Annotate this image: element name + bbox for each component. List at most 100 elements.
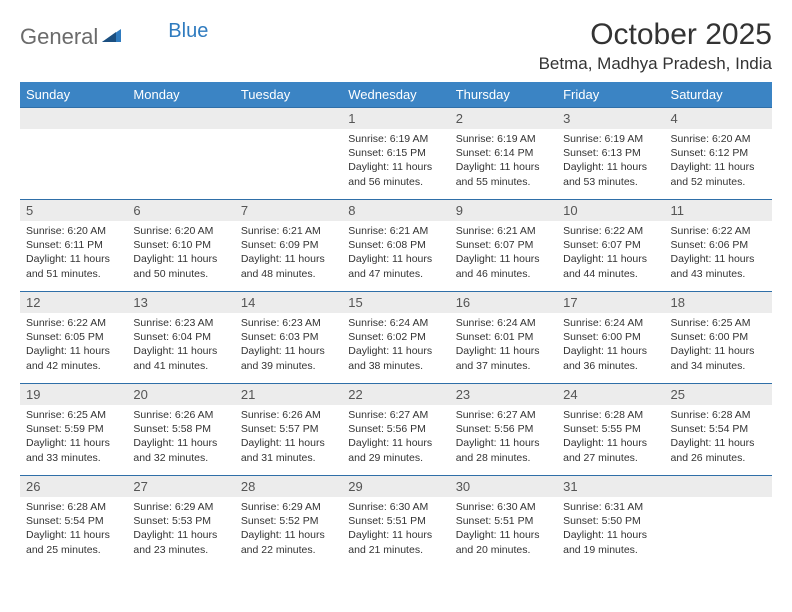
day-line-sr: Sunrise: 6:22 AM [26, 316, 121, 330]
day-line-d2: and 46 minutes. [456, 267, 551, 281]
day-line-sr: Sunrise: 6:27 AM [348, 408, 443, 422]
calendar-cell: 28Sunrise: 6:29 AMSunset: 5:52 PMDayligh… [235, 476, 342, 568]
day-line-sr: Sunrise: 6:24 AM [348, 316, 443, 330]
day-line-ss: Sunset: 6:07 PM [563, 238, 658, 252]
calendar-cell [20, 108, 127, 200]
day-content: Sunrise: 6:28 AMSunset: 5:55 PMDaylight:… [557, 405, 664, 469]
day-content: Sunrise: 6:22 AMSunset: 6:06 PMDaylight:… [665, 221, 772, 285]
day-number [665, 476, 772, 497]
calendar-week-row: 5Sunrise: 6:20 AMSunset: 6:11 PMDaylight… [20, 200, 772, 292]
day-header: Friday [557, 82, 664, 108]
calendar-cell: 30Sunrise: 6:30 AMSunset: 5:51 PMDayligh… [450, 476, 557, 568]
calendar-cell: 9Sunrise: 6:21 AMSunset: 6:07 PMDaylight… [450, 200, 557, 292]
day-content: Sunrise: 6:24 AMSunset: 6:00 PMDaylight:… [557, 313, 664, 377]
day-line-d1: Daylight: 11 hours [671, 252, 766, 266]
day-line-ss: Sunset: 6:14 PM [456, 146, 551, 160]
day-content: Sunrise: 6:24 AMSunset: 6:02 PMDaylight:… [342, 313, 449, 377]
day-header-row: Sunday Monday Tuesday Wednesday Thursday… [20, 82, 772, 108]
day-line-ss: Sunset: 6:09 PM [241, 238, 336, 252]
day-number: 18 [665, 292, 772, 313]
day-number: 7 [235, 200, 342, 221]
calendar-cell: 29Sunrise: 6:30 AMSunset: 5:51 PMDayligh… [342, 476, 449, 568]
day-content: Sunrise: 6:30 AMSunset: 5:51 PMDaylight:… [342, 497, 449, 561]
calendar-cell: 8Sunrise: 6:21 AMSunset: 6:08 PMDaylight… [342, 200, 449, 292]
day-content: Sunrise: 6:20 AMSunset: 6:11 PMDaylight:… [20, 221, 127, 285]
day-line-d1: Daylight: 11 hours [671, 160, 766, 174]
day-line-d1: Daylight: 11 hours [348, 160, 443, 174]
day-line-d2: and 51 minutes. [26, 267, 121, 281]
day-number: 21 [235, 384, 342, 405]
day-line-d1: Daylight: 11 hours [563, 528, 658, 542]
day-line-d1: Daylight: 11 hours [563, 160, 658, 174]
day-number: 4 [665, 108, 772, 129]
day-line-d1: Daylight: 11 hours [456, 528, 551, 542]
day-line-ss: Sunset: 5:55 PM [563, 422, 658, 436]
day-line-d1: Daylight: 11 hours [671, 344, 766, 358]
calendar-cell: 10Sunrise: 6:22 AMSunset: 6:07 PMDayligh… [557, 200, 664, 292]
day-number: 5 [20, 200, 127, 221]
day-line-d2: and 44 minutes. [563, 267, 658, 281]
day-line-d1: Daylight: 11 hours [133, 528, 228, 542]
day-line-d2: and 31 minutes. [241, 451, 336, 465]
day-line-sr: Sunrise: 6:26 AM [133, 408, 228, 422]
day-number: 24 [557, 384, 664, 405]
calendar-cell: 7Sunrise: 6:21 AMSunset: 6:09 PMDaylight… [235, 200, 342, 292]
day-line-d1: Daylight: 11 hours [456, 160, 551, 174]
day-content: Sunrise: 6:28 AMSunset: 5:54 PMDaylight:… [20, 497, 127, 561]
day-number [127, 108, 234, 129]
day-line-ss: Sunset: 6:13 PM [563, 146, 658, 160]
day-line-ss: Sunset: 6:03 PM [241, 330, 336, 344]
calendar-cell: 26Sunrise: 6:28 AMSunset: 5:54 PMDayligh… [20, 476, 127, 568]
day-number: 31 [557, 476, 664, 497]
calendar-week-row: 1Sunrise: 6:19 AMSunset: 6:15 PMDaylight… [20, 108, 772, 200]
day-line-d2: and 53 minutes. [563, 175, 658, 189]
day-number: 13 [127, 292, 234, 313]
calendar-week-row: 19Sunrise: 6:25 AMSunset: 5:59 PMDayligh… [20, 384, 772, 476]
day-line-sr: Sunrise: 6:27 AM [456, 408, 551, 422]
day-line-ss: Sunset: 6:08 PM [348, 238, 443, 252]
day-line-sr: Sunrise: 6:28 AM [563, 408, 658, 422]
day-line-d2: and 26 minutes. [671, 451, 766, 465]
month-title: October 2025 [539, 18, 772, 52]
calendar-cell: 19Sunrise: 6:25 AMSunset: 5:59 PMDayligh… [20, 384, 127, 476]
day-line-sr: Sunrise: 6:24 AM [563, 316, 658, 330]
day-line-d2: and 36 minutes. [563, 359, 658, 373]
day-line-sr: Sunrise: 6:26 AM [241, 408, 336, 422]
day-line-ss: Sunset: 6:06 PM [671, 238, 766, 252]
calendar-cell: 1Sunrise: 6:19 AMSunset: 6:15 PMDaylight… [342, 108, 449, 200]
day-line-ss: Sunset: 5:51 PM [348, 514, 443, 528]
calendar-cell: 3Sunrise: 6:19 AMSunset: 6:13 PMDaylight… [557, 108, 664, 200]
day-content: Sunrise: 6:19 AMSunset: 6:15 PMDaylight:… [342, 129, 449, 193]
day-content: Sunrise: 6:31 AMSunset: 5:50 PMDaylight:… [557, 497, 664, 561]
day-content: Sunrise: 6:20 AMSunset: 6:12 PMDaylight:… [665, 129, 772, 193]
day-line-sr: Sunrise: 6:20 AM [671, 132, 766, 146]
day-number: 12 [20, 292, 127, 313]
day-content [20, 129, 127, 179]
day-line-d2: and 21 minutes. [348, 543, 443, 557]
day-line-sr: Sunrise: 6:19 AM [348, 132, 443, 146]
day-line-d1: Daylight: 11 hours [26, 436, 121, 450]
day-number: 30 [450, 476, 557, 497]
day-number: 23 [450, 384, 557, 405]
day-content: Sunrise: 6:29 AMSunset: 5:53 PMDaylight:… [127, 497, 234, 561]
day-number: 14 [235, 292, 342, 313]
day-line-d1: Daylight: 11 hours [456, 344, 551, 358]
day-number: 8 [342, 200, 449, 221]
calendar-cell: 25Sunrise: 6:28 AMSunset: 5:54 PMDayligh… [665, 384, 772, 476]
day-content: Sunrise: 6:20 AMSunset: 6:10 PMDaylight:… [127, 221, 234, 285]
calendar-cell: 14Sunrise: 6:23 AMSunset: 6:03 PMDayligh… [235, 292, 342, 384]
day-header: Wednesday [342, 82, 449, 108]
header: General Blue October 2025 Betma, Madhya … [20, 18, 772, 74]
day-line-ss: Sunset: 6:12 PM [671, 146, 766, 160]
calendar-cell [127, 108, 234, 200]
day-line-d2: and 28 minutes. [456, 451, 551, 465]
day-line-d1: Daylight: 11 hours [456, 436, 551, 450]
day-line-d1: Daylight: 11 hours [563, 344, 658, 358]
day-line-d2: and 34 minutes. [671, 359, 766, 373]
day-line-sr: Sunrise: 6:22 AM [563, 224, 658, 238]
calendar-cell: 22Sunrise: 6:27 AMSunset: 5:56 PMDayligh… [342, 384, 449, 476]
day-number [20, 108, 127, 129]
calendar-cell: 23Sunrise: 6:27 AMSunset: 5:56 PMDayligh… [450, 384, 557, 476]
day-line-d2: and 22 minutes. [241, 543, 336, 557]
day-number: 22 [342, 384, 449, 405]
